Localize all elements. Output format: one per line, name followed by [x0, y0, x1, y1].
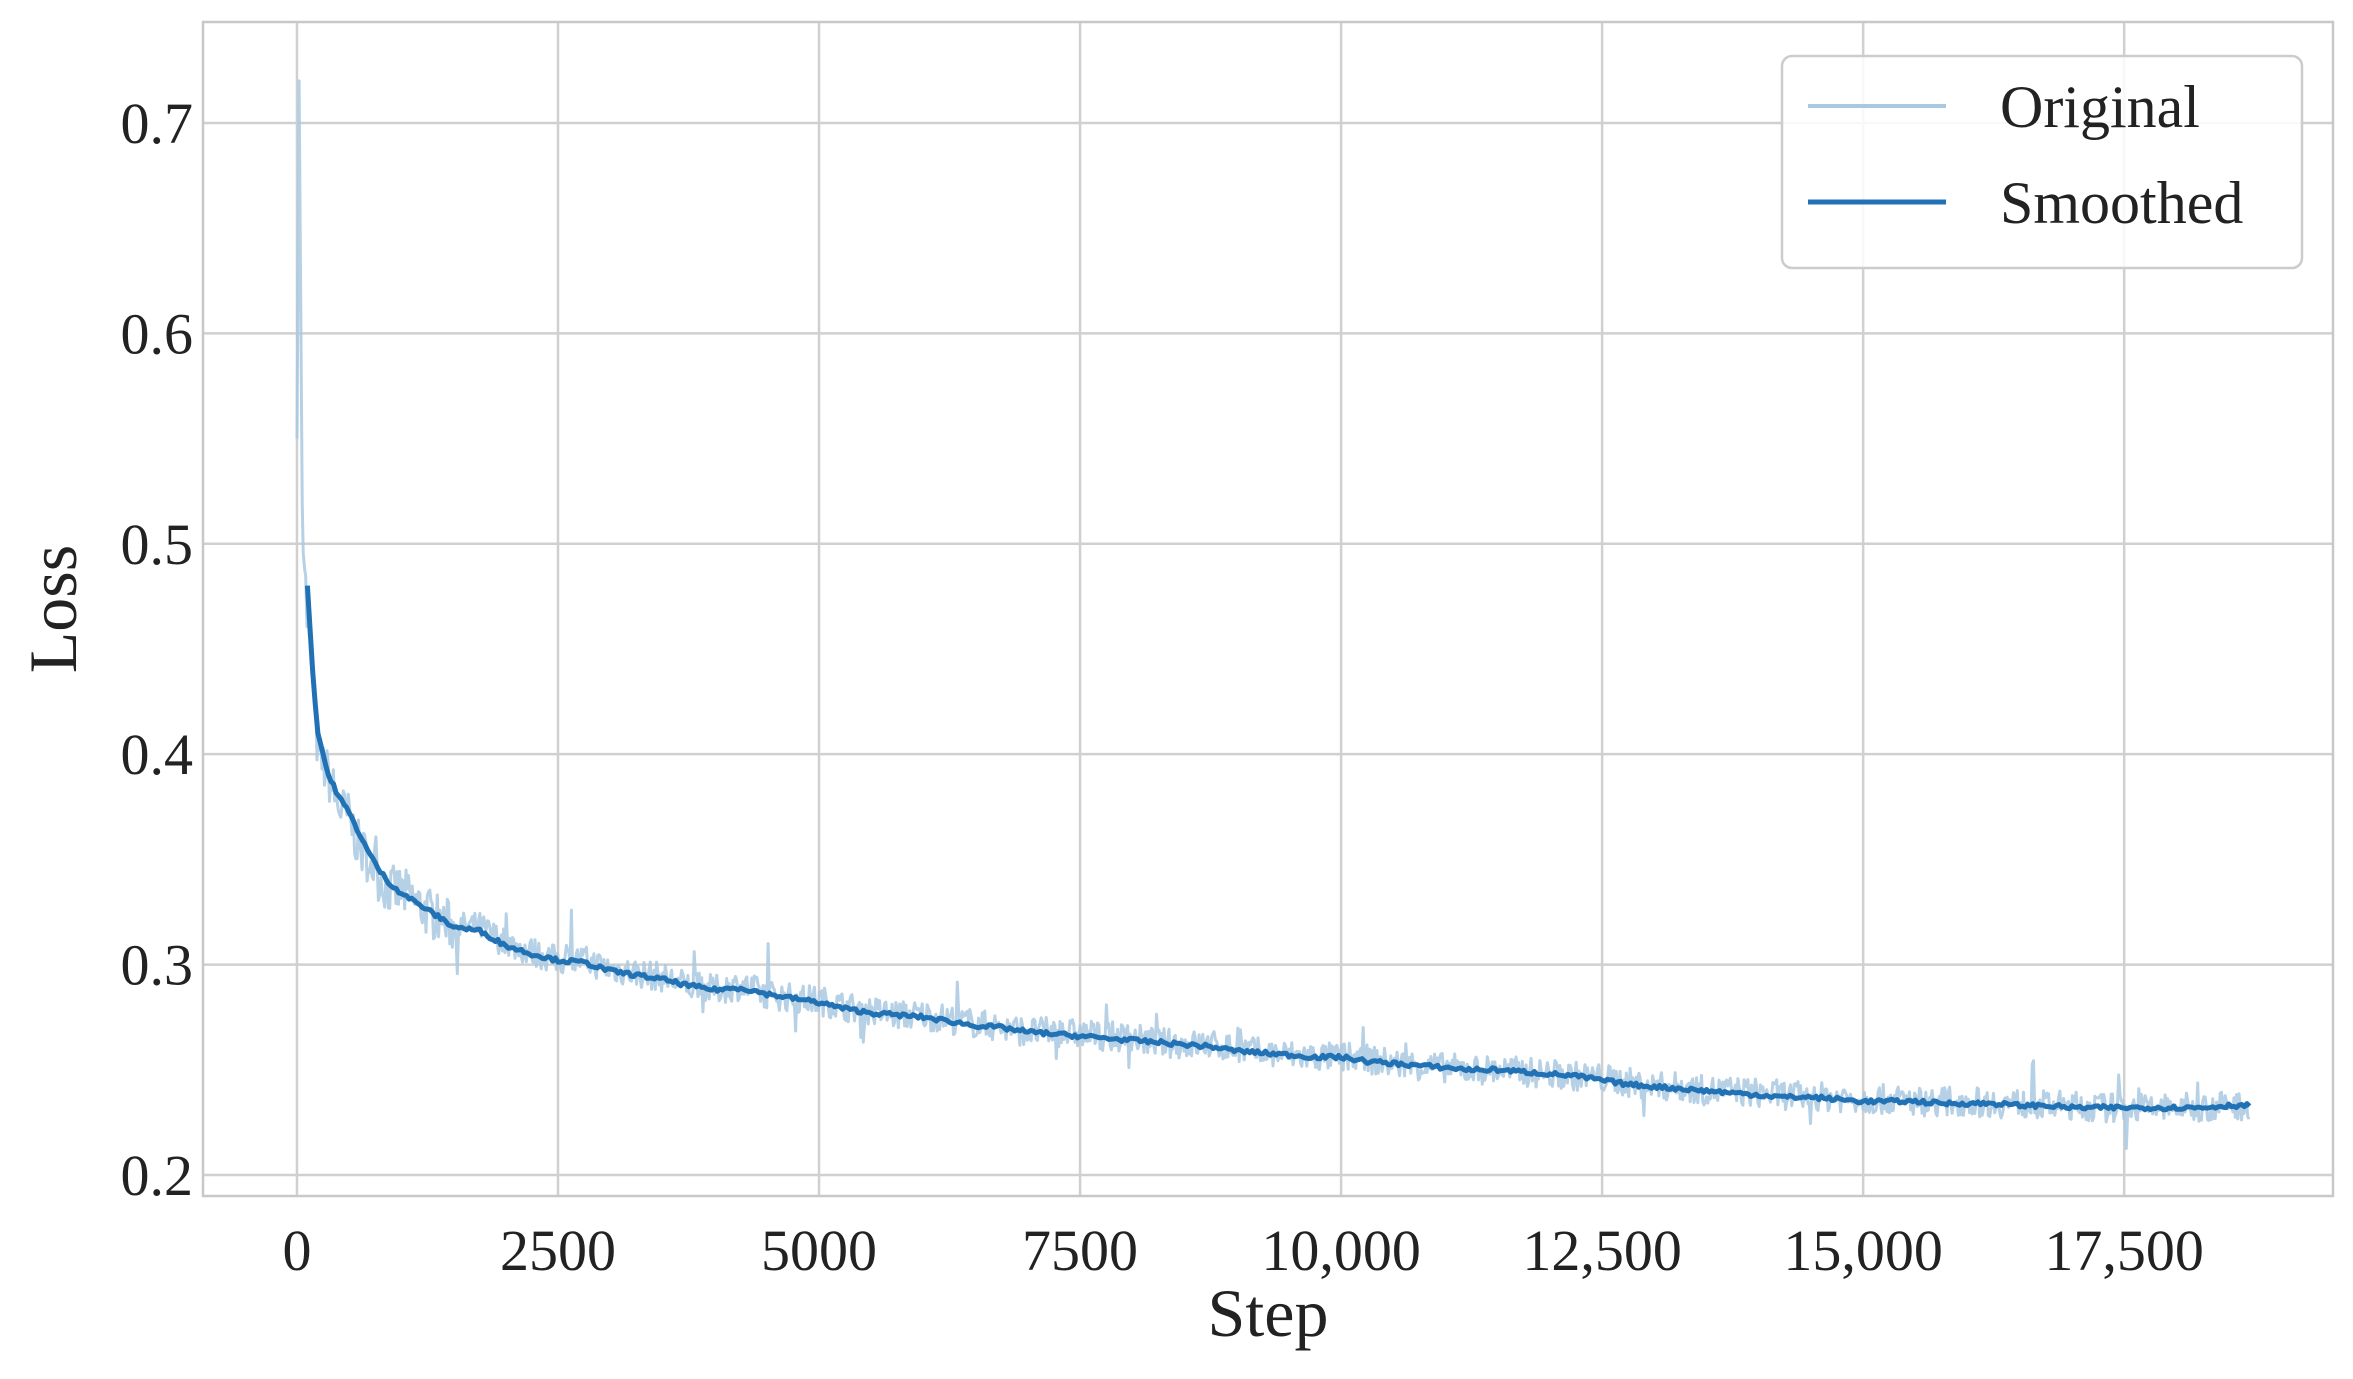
x-tick-label: 12,500	[1522, 1218, 1682, 1283]
y-tick-label: 0.7	[121, 91, 194, 156]
legend-label-original: Original	[2000, 74, 2200, 140]
x-tick-label: 15,000	[1783, 1218, 1943, 1283]
y-tick-label: 0.5	[121, 512, 194, 577]
y-tick-labels: 0.2 0.3 0.4 0.5 0.6 0.7	[121, 91, 194, 1208]
legend-box	[1780, 54, 2304, 270]
x-tick-label: 17,500	[2044, 1218, 2204, 1283]
y-tick-label: 0.6	[121, 301, 194, 366]
x-tick-label: 7500	[1022, 1218, 1138, 1283]
y-axis-label: Loss	[15, 545, 91, 673]
x-axis-label: Step	[1208, 1275, 1329, 1351]
legend-label-smoothed: Smoothed	[2000, 170, 2243, 236]
series-layer	[295, 79, 2252, 1150]
y-tick-label: 0.2	[121, 1143, 194, 1208]
y-tick-label: 0.4	[121, 722, 194, 787]
x-tick-labels: 0 2500 5000 7500 10,000 12,500 15,000 17,500	[282, 1218, 2203, 1283]
x-tick-label: 0	[282, 1218, 311, 1283]
x-tick-label: 5000	[761, 1218, 877, 1283]
series-line-smoothed	[304, 585, 2252, 1113]
plot-frame	[201, 20, 2335, 1198]
y-tick-label: 0.3	[121, 933, 194, 998]
x-tick-label: 10,000	[1261, 1218, 1421, 1283]
legend: Original Smoothed	[1780, 54, 2304, 270]
x-tick-label: 2500	[500, 1218, 616, 1283]
